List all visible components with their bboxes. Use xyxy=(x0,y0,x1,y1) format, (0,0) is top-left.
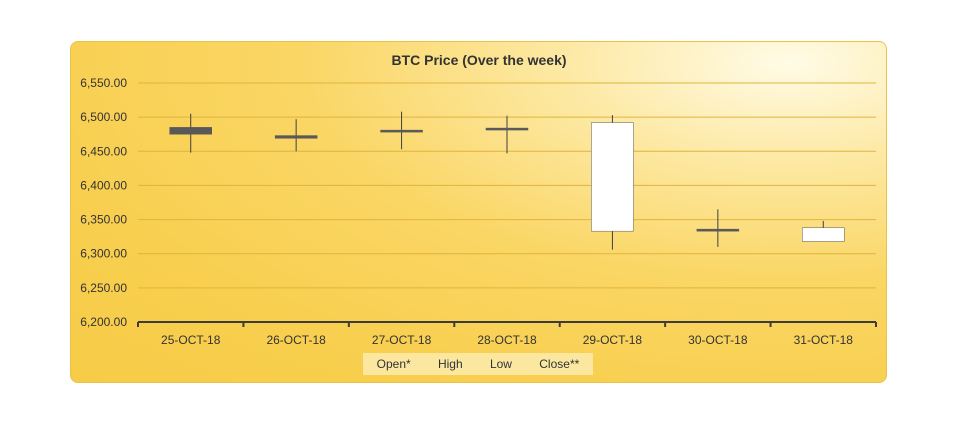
x-tick-label: 30-OCT-18 xyxy=(688,333,748,347)
candle-body xyxy=(591,122,634,232)
candle-body xyxy=(380,129,423,133)
legend-item-open: Open* xyxy=(376,357,411,371)
candle-body xyxy=(169,127,212,135)
candles xyxy=(169,111,845,250)
legend: Open* High Low Close** xyxy=(363,353,593,375)
candle-body xyxy=(802,227,845,242)
y-tick-label: 6,300.00 xyxy=(80,247,127,261)
candlestick-chart: BTC Price (Over the week) 6,200.00 6,250.… xyxy=(80,52,877,347)
y-tick-label: 6,350.00 xyxy=(80,213,127,227)
y-tick-label: 6,450.00 xyxy=(80,144,127,158)
candle-body xyxy=(274,135,318,139)
gridlines xyxy=(138,82,876,289)
x-tick-label: 28-OCT-18 xyxy=(477,333,537,347)
y-axis-ticks: 6,200.00 6,250.00 6,300.00 6,350.00 6,400.00… xyxy=(80,76,127,329)
chart-title: BTC Price (Over the week) xyxy=(391,52,566,68)
y-tick-label: 6,250.00 xyxy=(80,281,127,295)
x-tick-label: 26-OCT-18 xyxy=(266,333,326,347)
chart-card: BTC Price (Over the week) 6,200.00 6,250.… xyxy=(70,41,887,383)
y-tick-label: 6,500.00 xyxy=(80,110,127,124)
candle-body xyxy=(696,228,740,232)
y-tick-label: 6,200.00 xyxy=(80,315,127,329)
legend-item-low: Low xyxy=(489,357,512,371)
legend-item-close: Close** xyxy=(539,357,580,371)
x-tick-label: 25-OCT-18 xyxy=(161,333,221,347)
legend-item-high: High xyxy=(437,357,463,371)
y-tick-label: 6,400.00 xyxy=(80,178,127,192)
x-tick-label: 27-OCT-18 xyxy=(372,333,432,347)
x-tick-label: 29-OCT-18 xyxy=(583,333,643,347)
x-axis: 25-OCT-18 26-OCT-18 27-OCT-18 28-OCT-18 29-O… xyxy=(137,321,877,347)
candle-body xyxy=(485,127,529,131)
x-tick-label: 31-OCT-18 xyxy=(794,333,854,347)
y-tick-label: 6,550.00 xyxy=(80,76,127,90)
